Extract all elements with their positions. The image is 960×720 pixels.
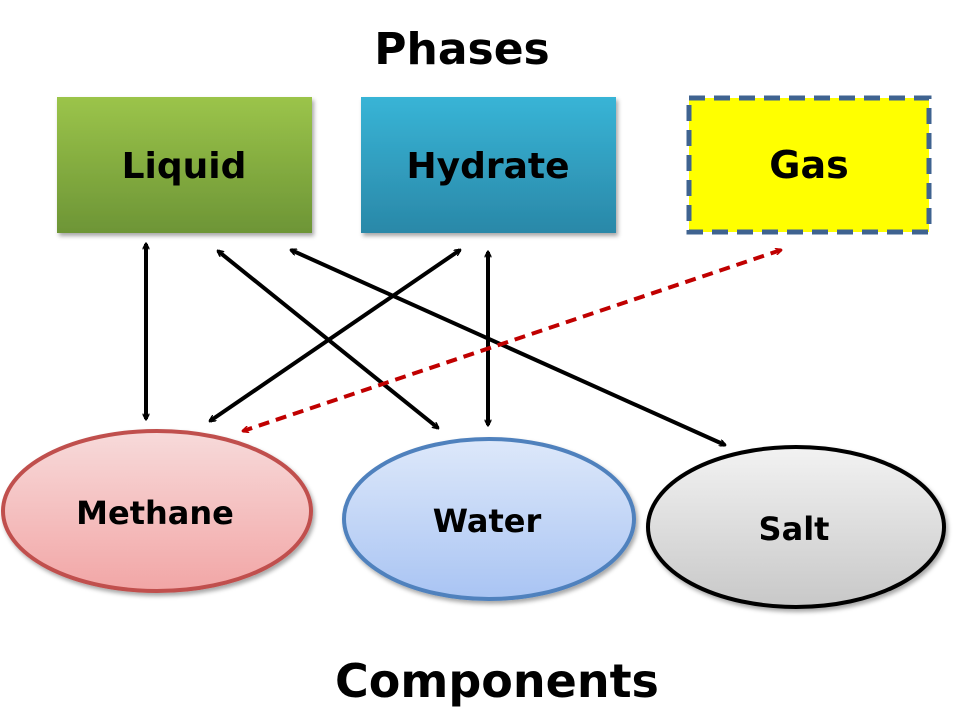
methane-ellipse (1, 429, 313, 593)
salt-label: Salt (759, 510, 830, 548)
arrow-liquid-salt (291, 248, 725, 447)
hydrate-box-shape (361, 97, 616, 233)
component-water: Water (342, 437, 636, 601)
phase-box-gas: Gas (686, 95, 932, 235)
gas-label: Gas (769, 143, 848, 187)
connection-arrows (146, 244, 781, 447)
gas-box-shape (686, 95, 932, 235)
component-salt: Salt (646, 445, 946, 609)
hydrate-label: Hydrate (406, 146, 569, 187)
methane-label: Methane (76, 494, 234, 532)
liquid-box-shape (57, 97, 312, 233)
water-label: Water (433, 502, 542, 540)
phases-heading: Phases (374, 24, 549, 75)
components-heading: Components (335, 654, 659, 708)
water-ellipse (342, 437, 636, 601)
component-methane: Methane (1, 429, 313, 593)
phase-box-hydrate: Hydrate (361, 97, 616, 233)
salt-ellipse (646, 445, 946, 609)
liquid-label: Liquid (122, 146, 247, 187)
arrow-gas-methane (243, 250, 781, 431)
phase-box-liquid: Liquid (57, 97, 312, 233)
